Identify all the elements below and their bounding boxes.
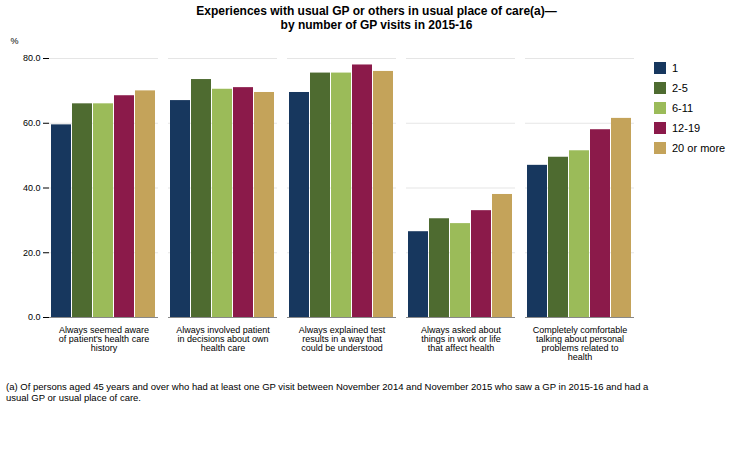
html-text:20 or more: 20 or more bbox=[672, 142, 726, 154]
svg-text:%: % bbox=[11, 36, 19, 46]
svg-text:Always seemed awareof patient': Always seemed awareof patient's health c… bbox=[59, 325, 149, 353]
html-text:(a) Of persons aged 45 years a: (a) Of persons aged 45 years and over wh… bbox=[6, 381, 649, 403]
html-text:12-19: 12-19 bbox=[672, 122, 701, 134]
svg-text:80.0: 80.0 bbox=[23, 53, 41, 63]
svg-text:40.0: 40.0 bbox=[23, 183, 41, 193]
svg-text:0.0: 0.0 bbox=[28, 312, 41, 322]
svg-text:60.0: 60.0 bbox=[23, 118, 41, 128]
svg-text:20.0: 20.0 bbox=[23, 248, 41, 258]
html-text:1: 1 bbox=[672, 62, 679, 74]
html-text:6-11: 6-11 bbox=[672, 102, 694, 114]
svg-text:Completely comfortabletalking: Completely comfortabletalking about pers… bbox=[533, 325, 628, 362]
html-text:Experiences with usual GP or o: Experiences with usual GP or others in u… bbox=[196, 4, 557, 32]
svg-text:Always involved patientin deci: Always involved patientin decisions abou… bbox=[176, 325, 270, 353]
svg-text:Always explained testresults i: Always explained testresults in a way th… bbox=[299, 325, 386, 353]
html-text:2-5: 2-5 bbox=[672, 82, 688, 94]
svg-text:Always asked aboutthings in wo: Always asked aboutthings in work or life… bbox=[421, 325, 502, 353]
